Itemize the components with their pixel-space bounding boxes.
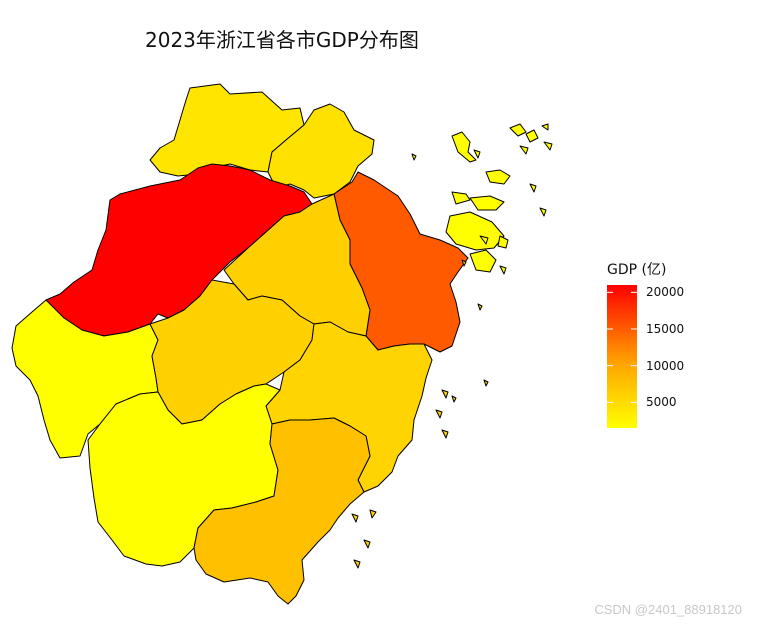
coastal-islets <box>351 259 489 569</box>
legend-tick-label: 15000 <box>646 322 685 336</box>
legend-tick-label: 20000 <box>646 285 685 300</box>
legend-title: GDP (亿) <box>607 262 667 278</box>
region-zhoushan <box>411 123 553 275</box>
legend-colorbar <box>607 285 637 428</box>
legend-tick-label: 5000 <box>646 395 677 410</box>
region-wenzhou <box>193 417 371 605</box>
region-huzhou <box>149 83 305 177</box>
legend-tick-label: 10000 <box>646 358 685 373</box>
watermark: CSDN @2401_88918120 <box>594 602 742 617</box>
region-jiaxing <box>267 103 375 199</box>
map-title: 2023年浙江省各市GDP分布图 <box>145 28 419 52</box>
